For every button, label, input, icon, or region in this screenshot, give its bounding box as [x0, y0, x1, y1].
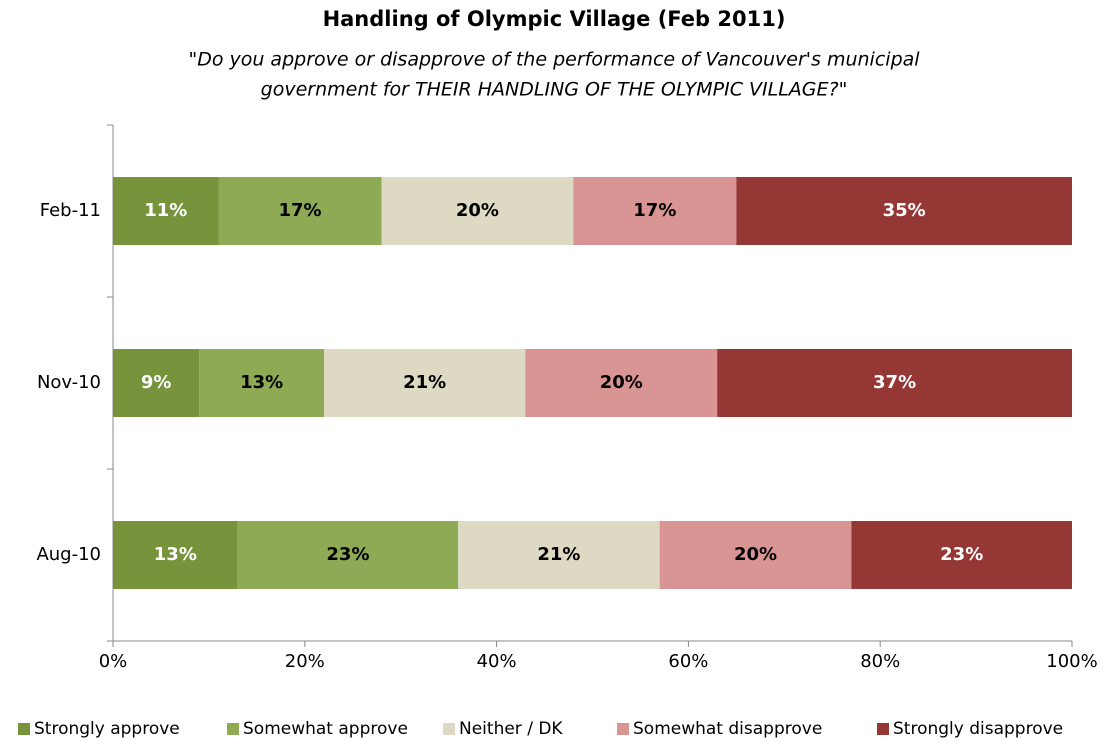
value-label: 37% — [873, 372, 916, 393]
bar-segment — [113, 521, 238, 589]
legend-label: Somewhat approve — [243, 719, 408, 739]
value-label: 20% — [734, 544, 777, 565]
value-label: 35% — [883, 200, 926, 221]
bar-segment — [573, 177, 737, 245]
y-tick-label: Feb-11 — [40, 200, 101, 221]
bar-segment — [736, 177, 1072, 245]
chart-title: Handling of Olympic Village (Feb 2011) — [323, 7, 786, 31]
value-label: 23% — [326, 544, 369, 565]
bar-segment — [851, 521, 1072, 589]
x-tick-label: 100% — [1046, 651, 1097, 672]
legend-swatch — [877, 723, 889, 735]
value-label: 23% — [940, 544, 983, 565]
x-tick-label: 60% — [668, 651, 708, 672]
legend-label: Strongly disapprove — [893, 719, 1063, 739]
chart-subtitle: "Do you approve or disapprove of the per… — [188, 49, 920, 71]
legend-swatch — [18, 723, 30, 735]
value-label: 20% — [600, 372, 643, 393]
value-label: 13% — [240, 372, 283, 393]
value-label: 17% — [633, 200, 676, 221]
x-tick-label: 0% — [99, 651, 128, 672]
bar-segment — [113, 349, 200, 417]
bar-segment — [237, 521, 459, 589]
x-tick-label: 20% — [285, 651, 325, 672]
value-label: 17% — [278, 200, 321, 221]
bar-segment — [218, 177, 382, 245]
y-tick-label: Nov-10 — [37, 372, 101, 393]
bar-segment — [525, 349, 718, 417]
legend-label: Somewhat disapprove — [633, 719, 822, 739]
bar-segment — [323, 349, 526, 417]
x-tick-label: 80% — [860, 651, 900, 672]
value-label: 21% — [537, 544, 580, 565]
value-label: 11% — [144, 200, 187, 221]
chart-subtitle: government for THEIR HANDLING OF THE OLY… — [261, 79, 848, 101]
value-label: 9% — [141, 372, 172, 393]
legend-swatch — [617, 723, 629, 735]
legend-label: Neither / DK — [459, 719, 563, 739]
bar-segment — [113, 177, 219, 245]
value-label: 20% — [456, 200, 499, 221]
legend-swatch — [227, 723, 239, 735]
legend-label: Strongly approve — [34, 719, 180, 739]
value-label: 13% — [154, 544, 197, 565]
legend-swatch — [443, 723, 455, 735]
bar-segment — [659, 521, 852, 589]
bar-segment — [458, 521, 660, 589]
bar-segment — [381, 177, 574, 245]
value-label: 21% — [403, 372, 446, 393]
bar-segment — [717, 349, 1072, 417]
x-tick-label: 40% — [477, 651, 517, 672]
y-tick-label: Aug-10 — [36, 544, 101, 565]
bar-segment — [199, 349, 324, 417]
